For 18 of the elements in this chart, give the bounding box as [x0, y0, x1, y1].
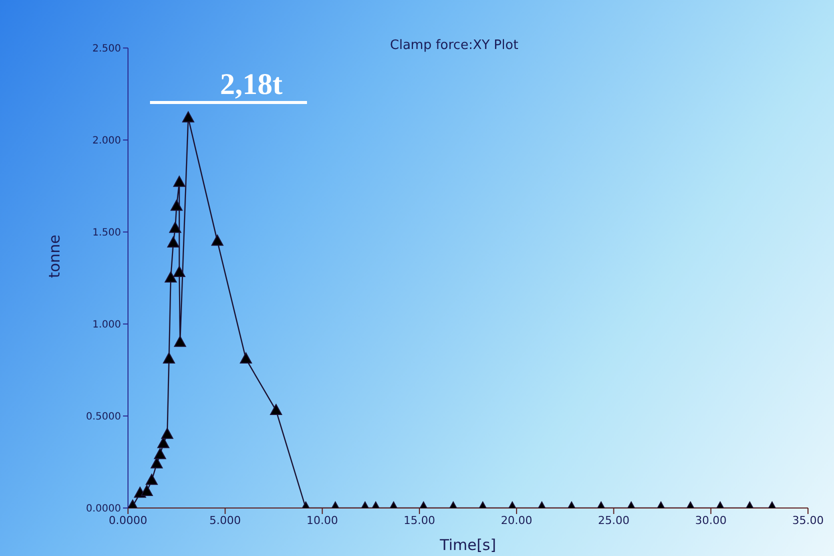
x-tick-label: 5.000	[209, 514, 241, 527]
y-tick-label: 1.500	[92, 228, 121, 239]
annotation: 2,18t	[150, 68, 307, 104]
x-tick-label: 10.00	[306, 514, 338, 527]
y-tick-label: 0.0000	[86, 504, 121, 515]
x-tick-label: 20.00	[500, 514, 532, 527]
y-tick-label: 2.500	[92, 44, 121, 55]
chart-title: Clamp force:XY Plot	[390, 38, 518, 53]
x-tick-label: 15.00	[404, 514, 436, 527]
y-tick-label: 2.000	[92, 136, 121, 147]
y-tick-label: 0.5000	[86, 412, 121, 423]
x-tick-label: 35.00	[792, 514, 824, 527]
y-tick-label: 1.000	[92, 320, 121, 331]
y-axis-title: tonne	[45, 234, 64, 278]
x-tick-label: 25.00	[598, 514, 630, 527]
x-tick-label: 30.00	[695, 514, 727, 527]
x-tick-label: 0.0000	[108, 514, 148, 527]
x-axis-title: Time[s]	[438, 536, 496, 554]
